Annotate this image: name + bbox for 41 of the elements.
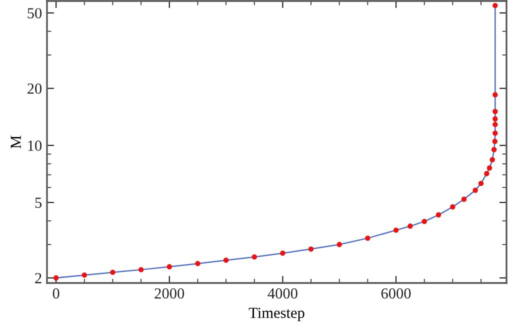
y-tick-label: 50 <box>28 8 42 18</box>
x-axis-title: Timestep <box>248 308 304 322</box>
point <box>393 228 399 233</box>
point <box>223 258 229 263</box>
point <box>492 130 498 136</box>
point <box>492 92 498 98</box>
point <box>486 165 492 171</box>
y-tick-label: 10 <box>28 140 42 151</box>
point <box>336 242 342 248</box>
x-tick-label: 2000 <box>154 288 184 299</box>
point <box>461 196 467 202</box>
point <box>492 108 498 114</box>
point <box>252 254 257 260</box>
point <box>491 147 497 152</box>
point <box>138 267 144 272</box>
point <box>472 188 478 193</box>
point <box>492 138 498 144</box>
point <box>408 224 413 229</box>
point <box>450 204 456 210</box>
point <box>82 272 87 278</box>
y-axis-title: M <box>10 136 21 148</box>
point <box>308 246 314 252</box>
point <box>492 2 498 8</box>
x-tick-label: 6000 <box>381 288 411 299</box>
point <box>492 122 498 128</box>
point <box>280 250 286 256</box>
point <box>422 218 427 224</box>
point <box>490 157 495 162</box>
y-tick-label: 20 <box>28 84 42 94</box>
y-tick-label: 5 <box>35 198 42 208</box>
point <box>492 116 498 122</box>
point <box>365 236 370 241</box>
point <box>478 180 484 186</box>
point <box>166 264 172 270</box>
x-tick-label: 4000 <box>268 288 298 299</box>
point <box>436 212 442 218</box>
y-tick-label: 2 <box>35 273 42 284</box>
point <box>110 270 116 275</box>
point <box>484 171 490 176</box>
x-tick-label: 0 <box>52 288 60 299</box>
point <box>195 260 200 266</box>
